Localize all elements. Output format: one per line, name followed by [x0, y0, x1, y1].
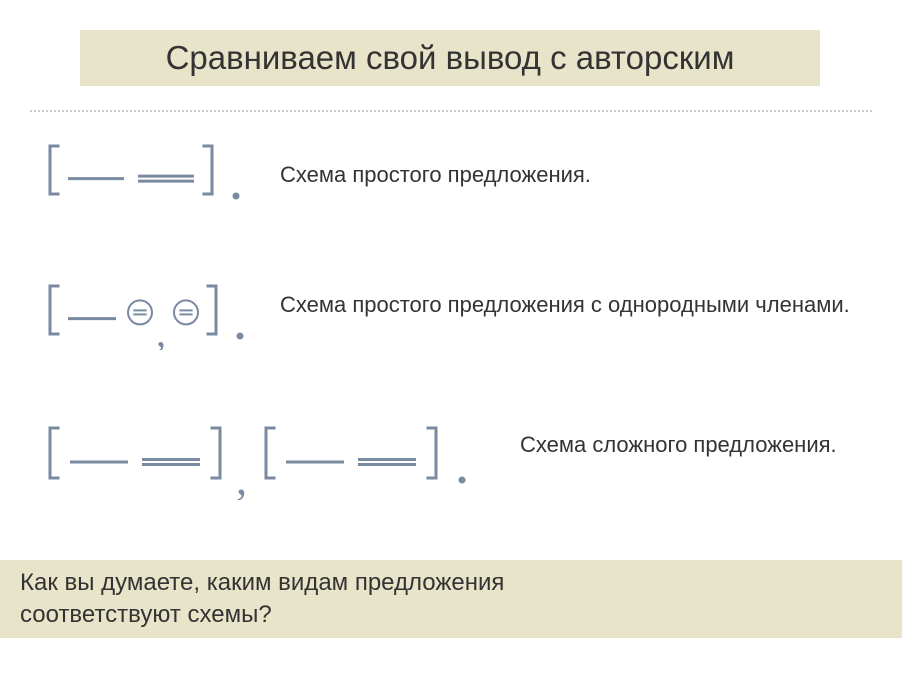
divider-line — [30, 110, 872, 112]
schema-complex-label: Схема сложного предложения. — [520, 430, 837, 460]
schema-simple — [40, 140, 260, 210]
title-text: Сравниваем свой вывод с авторским — [166, 39, 735, 77]
schema-homogeneous-label: Схема простого предложения с однородными… — [280, 290, 850, 320]
svg-text:,: , — [236, 455, 247, 500]
question-text: Как вы думаете, каким видам предложения … — [20, 567, 622, 632]
schema-homogeneous: , — [40, 280, 270, 350]
schema-simple-label: Схема простого предложения. — [280, 160, 591, 190]
schema-complex: , — [40, 420, 510, 500]
title-bar: Сравниваем свой вывод с авторским — [80, 30, 820, 86]
svg-text:,: , — [156, 310, 166, 350]
question-bar: Как вы думаете, каким видам предложения … — [0, 560, 902, 638]
